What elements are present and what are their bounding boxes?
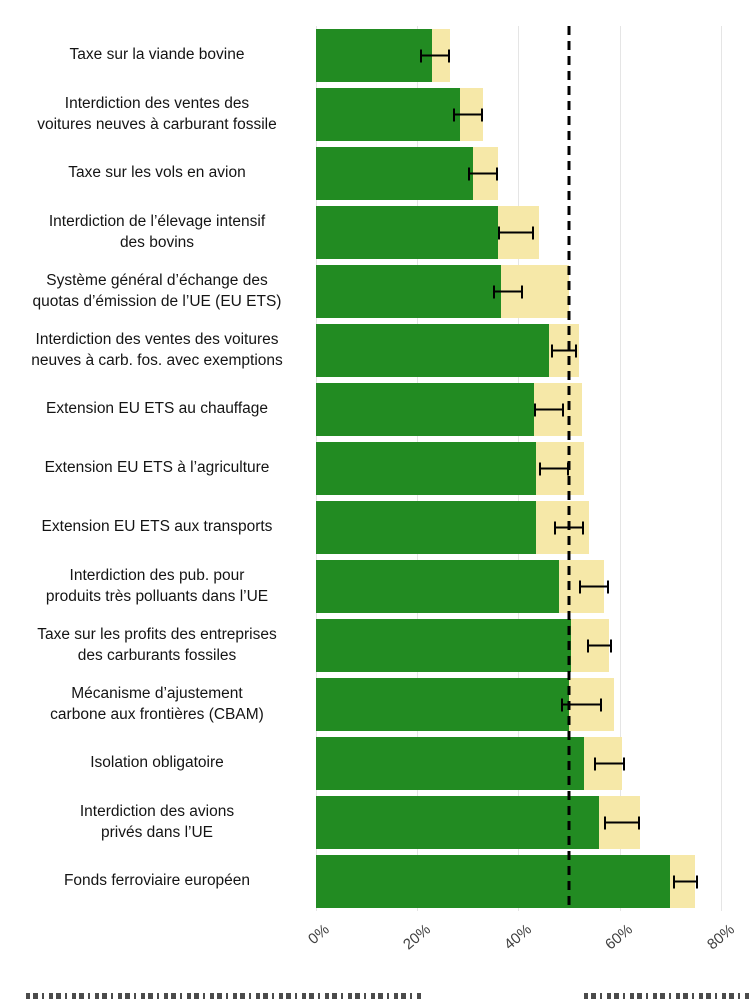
bar-green-segment [316, 147, 473, 200]
category-label: Taxe sur les profits des entreprises des… [37, 626, 277, 664]
bar-green-segment [316, 383, 534, 436]
category-label: Interdiction de l’élevage intensif des b… [48, 213, 266, 251]
chart-row: Interdiction des avions privés dans l’UE [0, 793, 754, 852]
error-bar [551, 344, 577, 357]
error-bar [467, 167, 499, 180]
chart-row: Extension EU ETS au chauffage [0, 380, 754, 439]
category-label: Interdiction des ventes des voitures neu… [37, 95, 277, 133]
chart-row: Extension EU ETS à l’agriculture [0, 439, 754, 498]
bar-green-segment [316, 324, 549, 377]
error-bar [419, 49, 451, 62]
row-plot-area [316, 265, 746, 318]
bar-green-segment [316, 796, 600, 849]
chart-row: Interdiction des ventes des voitures neu… [0, 85, 754, 144]
error-bar [498, 226, 534, 239]
bar-green-segment [316, 206, 499, 259]
chart-row: Isolation obligatoire [0, 734, 754, 793]
chart-row: Système général d’échange des quotas d’é… [0, 262, 754, 321]
x-axis: 0% 20% 40% 60% 80% [305, 917, 746, 987]
chart-row: Interdiction des ventes des voitures neu… [0, 321, 754, 380]
chart-row: Taxe sur les profits des entreprises des… [0, 616, 754, 675]
chart-row: Interdiction des pub. pour produits très… [0, 557, 754, 616]
bar-green-segment [316, 265, 501, 318]
bar-green-segment [316, 855, 671, 908]
category-label: Interdiction des ventes des voitures neu… [31, 331, 283, 369]
chart-row: Mécanisme d’ajustement carbone aux front… [0, 675, 754, 734]
x-tick-label: 60% [602, 921, 637, 954]
row-plot-area [316, 855, 746, 908]
bar-green-segment [316, 29, 433, 82]
error-bar [604, 816, 641, 829]
row-plot-area [316, 678, 746, 731]
row-plot-area [316, 619, 746, 672]
row-plot-area [316, 501, 746, 554]
error-bar [533, 403, 565, 416]
bar-green-segment [316, 619, 572, 672]
chart-row: Taxe sur les vols en avion [0, 144, 754, 203]
x-tick-label: 20% [400, 921, 435, 954]
chart-row: Interdiction de l’élevage intensif des b… [0, 203, 754, 262]
row-plot-area [316, 29, 746, 82]
cropped-caption-left [26, 993, 424, 999]
row-plot-area [316, 88, 746, 141]
category-label: Isolation obligatoire [90, 754, 224, 772]
bar-green-segment [316, 442, 537, 495]
row-plot-area [316, 737, 746, 790]
row-plot-area [316, 560, 746, 613]
category-label: Extension EU ETS au chauffage [45, 400, 269, 418]
category-label: Fonds ferroviaire européen [63, 872, 251, 890]
row-plot-area [316, 383, 746, 436]
row-plot-area [316, 442, 746, 495]
error-bar [452, 108, 484, 121]
cropped-caption-right [584, 993, 750, 999]
error-bar [579, 580, 610, 593]
bar-green-segment [316, 678, 569, 731]
x-tick-label: 40% [501, 921, 536, 954]
row-plot-area [316, 206, 746, 259]
row-plot-area [316, 147, 746, 200]
category-label: Interdiction des avions privés dans l’UE [79, 803, 235, 841]
error-bar [594, 757, 625, 770]
row-plot-area [316, 796, 746, 849]
category-label: Taxe sur la viande bovine [69, 46, 245, 64]
category-label: Mécanisme d’ajustement carbone aux front… [50, 685, 264, 723]
error-bar [553, 521, 585, 534]
chart-rows: Taxe sur la viande bovine Interdiction de… [0, 26, 754, 911]
error-bar [586, 639, 613, 652]
category-label: Taxe sur les vols en avion [68, 164, 246, 182]
error-bar [493, 285, 524, 298]
chart-row: Taxe sur la viande bovine [0, 26, 754, 85]
bar-green-segment [316, 737, 585, 790]
error-bar [538, 462, 570, 475]
error-bar [672, 875, 699, 888]
row-plot-area [316, 324, 746, 377]
bar-green-segment [316, 501, 537, 554]
category-label: Système général d’échange des quotas d’é… [32, 272, 282, 310]
chart-row: Extension EU ETS aux transports [0, 498, 754, 557]
category-label: Interdiction des pub. pour produits très… [45, 567, 269, 605]
x-tick-label: 80% [703, 921, 738, 954]
bar-green-segment [316, 88, 461, 141]
x-tick-label: 0% [305, 921, 333, 948]
chart-row: Fonds ferroviaire européen [0, 852, 754, 911]
error-bar [561, 698, 603, 711]
cropped-caption [0, 991, 754, 999]
category-label: Extension EU ETS aux transports [41, 518, 273, 536]
category-label: Extension EU ETS à l’agriculture [44, 459, 270, 477]
bar-green-segment [316, 560, 559, 613]
